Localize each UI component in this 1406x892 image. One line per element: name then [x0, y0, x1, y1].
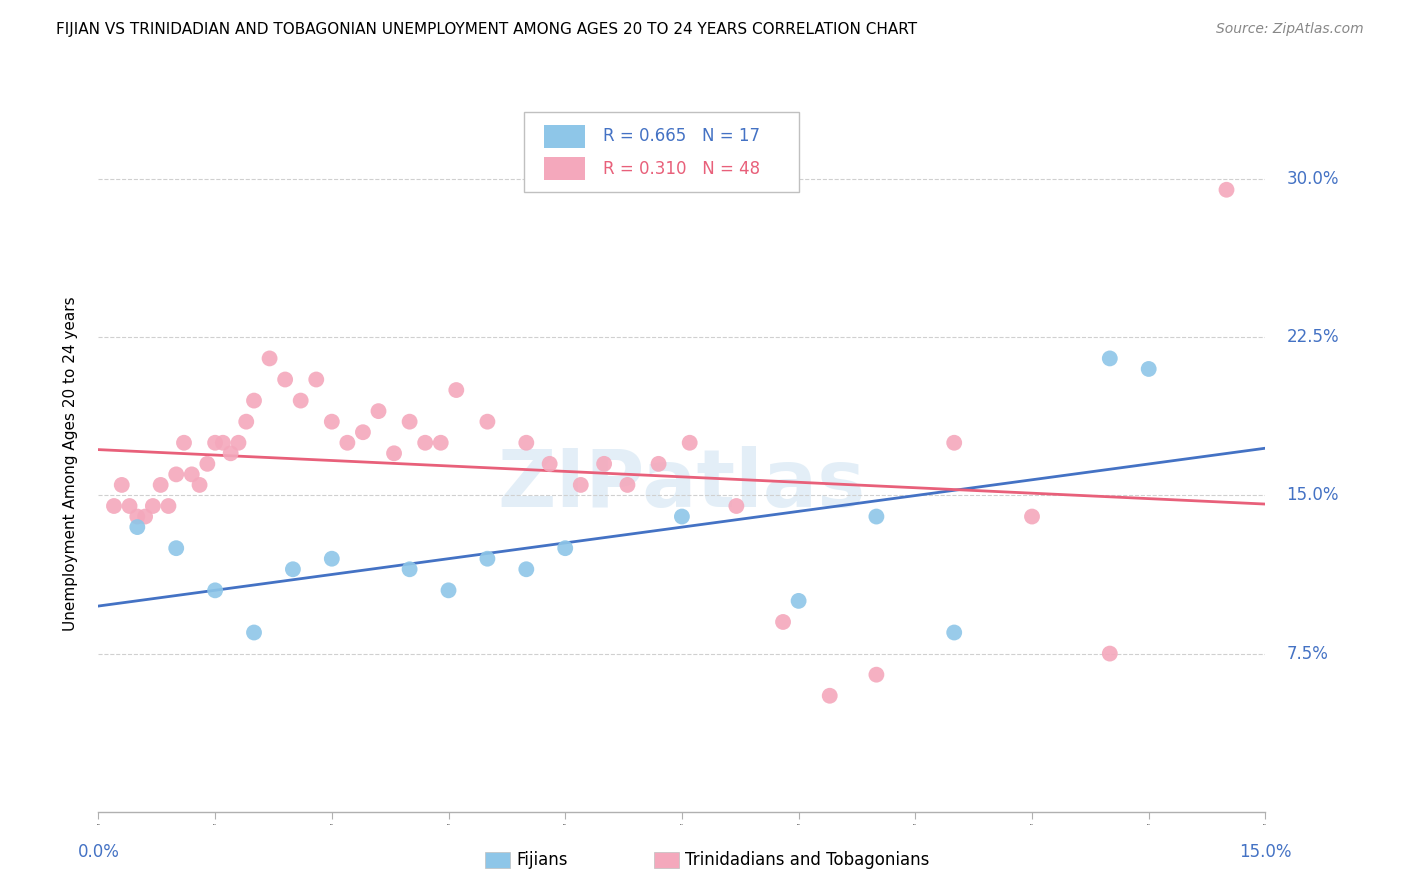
- Point: [290, 393, 312, 408]
- Point: [134, 509, 156, 524]
- Point: [243, 625, 266, 640]
- Point: [538, 457, 561, 471]
- Y-axis label: Unemployment Among Ages 20 to 24 years: Unemployment Among Ages 20 to 24 years: [63, 296, 77, 632]
- Point: [281, 562, 304, 576]
- Point: [103, 499, 125, 513]
- Point: [352, 425, 374, 440]
- Point: [1215, 183, 1237, 197]
- Point: [111, 478, 134, 492]
- Point: [219, 446, 242, 460]
- FancyBboxPatch shape: [544, 125, 585, 148]
- Text: FIJIAN VS TRINIDADIAN AND TOBAGONIAN UNEMPLOYMENT AMONG AGES 20 TO 24 YEARS CORR: FIJIAN VS TRINIDADIAN AND TOBAGONIAN UNE…: [56, 22, 917, 37]
- Point: [235, 415, 257, 429]
- Point: [127, 509, 149, 524]
- Point: [173, 435, 195, 450]
- Point: [593, 457, 616, 471]
- FancyBboxPatch shape: [544, 157, 585, 180]
- Text: Trinidadians and Tobagonians: Trinidadians and Tobagonians: [685, 851, 929, 869]
- Point: [243, 393, 266, 408]
- Point: [437, 583, 460, 598]
- Text: 0.0%: 0.0%: [77, 843, 120, 861]
- Point: [725, 499, 748, 513]
- Point: [1098, 647, 1121, 661]
- Point: [305, 372, 328, 386]
- Point: [321, 551, 343, 566]
- Text: Source: ZipAtlas.com: Source: ZipAtlas.com: [1216, 22, 1364, 37]
- Point: [165, 467, 187, 482]
- Point: [142, 499, 165, 513]
- Point: [204, 435, 226, 450]
- Point: [1137, 362, 1160, 376]
- Point: [647, 457, 669, 471]
- Point: [165, 541, 187, 556]
- Text: R = 0.665   N = 17: R = 0.665 N = 17: [603, 128, 759, 145]
- Point: [943, 625, 966, 640]
- Point: [679, 435, 702, 450]
- Point: [413, 435, 436, 450]
- Point: [772, 615, 794, 629]
- Point: [477, 551, 499, 566]
- Text: Fijians: Fijians: [516, 851, 568, 869]
- Point: [118, 499, 141, 513]
- Point: [204, 583, 226, 598]
- Text: 22.5%: 22.5%: [1286, 328, 1339, 346]
- Point: [446, 383, 468, 397]
- Point: [477, 415, 499, 429]
- Point: [515, 435, 537, 450]
- Point: [818, 689, 841, 703]
- Point: [398, 562, 420, 576]
- Point: [671, 509, 693, 524]
- Point: [259, 351, 281, 366]
- Point: [367, 404, 389, 418]
- Point: [554, 541, 576, 556]
- Point: [943, 435, 966, 450]
- Point: [865, 509, 887, 524]
- Point: [228, 435, 250, 450]
- Point: [195, 457, 218, 471]
- Text: R = 0.310   N = 48: R = 0.310 N = 48: [603, 160, 759, 178]
- Point: [429, 435, 451, 450]
- Point: [212, 435, 235, 450]
- Point: [515, 562, 537, 576]
- Text: 15.0%: 15.0%: [1286, 486, 1339, 505]
- Point: [127, 520, 149, 534]
- Point: [616, 478, 638, 492]
- Point: [569, 478, 592, 492]
- Text: 7.5%: 7.5%: [1286, 645, 1329, 663]
- Point: [321, 415, 343, 429]
- Point: [336, 435, 359, 450]
- Point: [157, 499, 180, 513]
- Point: [1021, 509, 1043, 524]
- Point: [865, 667, 887, 681]
- Point: [382, 446, 405, 460]
- Text: 15.0%: 15.0%: [1239, 843, 1292, 861]
- FancyBboxPatch shape: [524, 112, 799, 193]
- Text: ZIPatlas: ZIPatlas: [498, 446, 866, 524]
- Point: [180, 467, 202, 482]
- Point: [274, 372, 297, 386]
- Point: [149, 478, 172, 492]
- Point: [1098, 351, 1121, 366]
- Point: [398, 415, 420, 429]
- Text: 30.0%: 30.0%: [1286, 170, 1339, 188]
- Point: [787, 594, 810, 608]
- Point: [188, 478, 211, 492]
